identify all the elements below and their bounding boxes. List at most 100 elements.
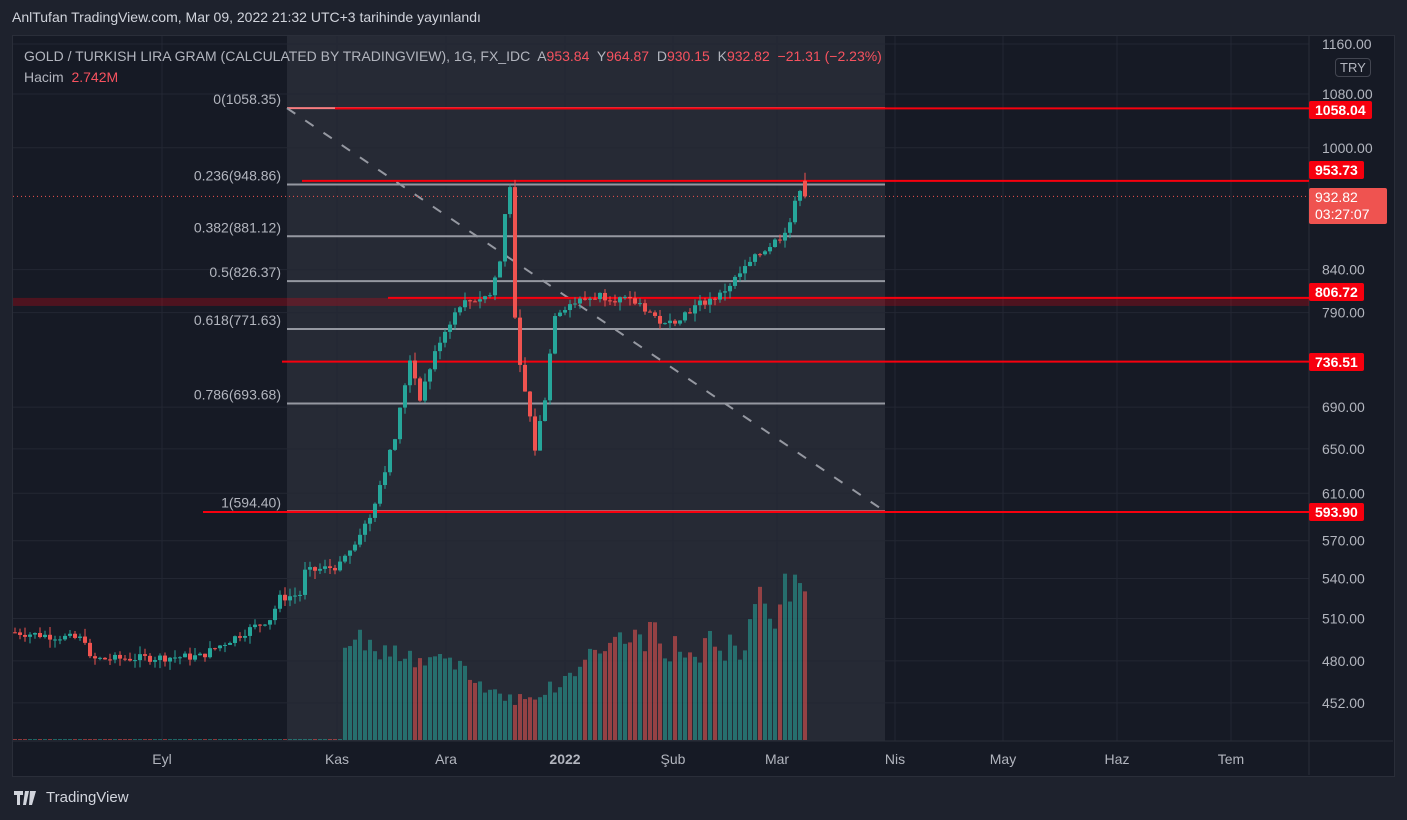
candle-body — [128, 658, 132, 661]
volume-bar — [158, 739, 162, 740]
volume-bar — [338, 739, 342, 740]
volume-bar — [38, 739, 42, 740]
tradingview-logo[interactable]: TradingView — [14, 789, 129, 806]
volume-bar — [463, 665, 467, 740]
candle-body — [103, 657, 107, 660]
brand-name: TradingView — [46, 789, 129, 806]
volume-bar — [803, 591, 807, 740]
volume-bar — [503, 700, 507, 740]
candle-body — [703, 300, 707, 305]
price-tick-label: 452.00 — [1322, 695, 1365, 711]
volume-bar — [143, 739, 147, 740]
candle-body — [778, 239, 782, 241]
volume-value: 2.742M — [71, 69, 119, 85]
volume-bar — [98, 739, 102, 740]
candle-body — [18, 632, 22, 635]
volume-bar — [633, 629, 637, 740]
candle-body — [623, 296, 627, 298]
volume-bar — [43, 739, 47, 740]
symbol-title[interactable]: GOLD / TURKISH LIRA GRAM (CALCULATED BY … — [24, 48, 531, 64]
volume-bar — [698, 662, 702, 740]
candle-body — [488, 295, 492, 297]
volume-bar — [223, 739, 227, 740]
candle-body — [318, 568, 322, 571]
price-tick-label: 510.00 — [1322, 610, 1365, 626]
candle-body — [638, 303, 642, 305]
volume-bar — [458, 660, 462, 740]
close-label: K — [717, 48, 727, 64]
candle-body — [238, 636, 242, 638]
volume-bar — [448, 657, 452, 740]
candle-body — [48, 634, 52, 640]
candle-body — [498, 261, 502, 278]
candle-body — [118, 654, 122, 659]
volume-bar — [248, 739, 252, 740]
candle-body — [718, 292, 722, 300]
candle-body — [293, 595, 297, 597]
price-tick-label: 1000.00 — [1322, 140, 1373, 156]
volume-bar — [328, 739, 332, 740]
candle-body — [758, 254, 762, 256]
candle-body — [183, 653, 187, 658]
candle-body — [563, 310, 567, 313]
high-label: Y — [596, 48, 607, 64]
volume-bar — [483, 692, 487, 740]
volume-bar — [623, 643, 627, 740]
fib-level-label: 0.5(826.37) — [209, 264, 281, 280]
candle-body — [23, 634, 27, 637]
volume-bar — [298, 739, 302, 740]
volume-bar — [228, 739, 232, 740]
low-value: 930.15 — [666, 48, 710, 64]
price-tick-label: 610.00 — [1322, 485, 1365, 501]
volume-bar — [608, 642, 612, 740]
volume-bar — [273, 739, 277, 740]
candle-body — [408, 360, 412, 386]
candle-body — [373, 503, 377, 518]
volume-bar — [403, 658, 407, 740]
close-value: 932.82 — [726, 48, 770, 64]
last-price-label: 932.82 03:27:07 — [1309, 188, 1387, 225]
volume-bar — [593, 649, 597, 740]
volume-bar — [268, 739, 272, 740]
volume-label[interactable]: Hacim — [24, 69, 64, 85]
candle-body — [803, 180, 807, 197]
volume-bar — [48, 739, 52, 740]
volume-bar — [673, 636, 677, 740]
candle-body — [608, 300, 612, 302]
volume-bar — [128, 739, 132, 740]
candle-body — [678, 320, 682, 324]
price-tick-label: 790.00 — [1322, 305, 1365, 321]
volume-bar — [373, 651, 377, 740]
currency-button[interactable]: TRY — [1335, 58, 1371, 77]
volume-bar — [718, 650, 722, 740]
candle-body — [218, 645, 222, 649]
time-tick-label: Haz — [1105, 751, 1130, 767]
volume-bar — [768, 618, 772, 740]
price-tick-label: 480.00 — [1322, 653, 1365, 669]
price-tick-label: 840.00 — [1322, 262, 1365, 278]
price-level-label: 1058.04 — [1309, 101, 1372, 120]
volume-bar — [353, 639, 357, 740]
volume-bar — [423, 665, 427, 740]
bar-countdown: 03:27:07 — [1315, 206, 1370, 223]
candle-body — [613, 301, 617, 303]
candle-body — [38, 632, 42, 638]
volume-bar — [668, 661, 672, 740]
volume-bar — [688, 652, 692, 740]
volume-bar — [313, 739, 317, 740]
volume-bar — [638, 634, 642, 740]
volume-bar — [58, 739, 62, 740]
candle-body — [233, 636, 237, 643]
time-tick-label: Eyl — [152, 751, 171, 767]
volume-bar — [208, 739, 212, 740]
candle-body — [753, 254, 757, 262]
volume-bar — [678, 651, 682, 740]
candle-body — [383, 472, 387, 486]
candle-body — [518, 317, 522, 365]
change-value: −21.31 (−2.23%) — [777, 48, 882, 64]
candle-body — [143, 654, 147, 656]
volume-bar — [243, 739, 247, 740]
volume-bar — [183, 739, 187, 740]
volume-bar — [323, 739, 327, 740]
